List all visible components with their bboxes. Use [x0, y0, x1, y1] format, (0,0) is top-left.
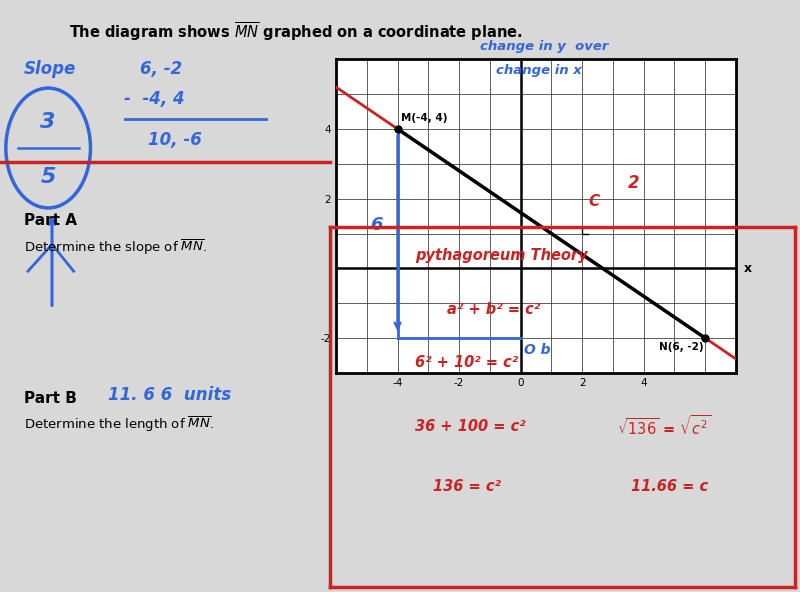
Text: 5: 5 [41, 167, 56, 186]
Text: Determine the length of $\overline{MN}$.: Determine the length of $\overline{MN}$. [24, 415, 214, 434]
Text: x: x [744, 262, 752, 275]
Text: The diagram shows $\overline{MN}$ graphed on a coordinate plane.: The diagram shows $\overline{MN}$ graphe… [69, 21, 523, 43]
Text: O b: O b [524, 343, 550, 357]
Text: -  -4, 4: - -4, 4 [124, 89, 185, 108]
Text: 11.66 = c: 11.66 = c [631, 479, 708, 494]
Text: Part A: Part A [24, 213, 77, 228]
Text: 6: 6 [370, 216, 382, 234]
Text: 2: 2 [628, 174, 640, 192]
Text: N(6, -2): N(6, -2) [659, 342, 704, 352]
Text: 136 = c²: 136 = c² [434, 479, 501, 494]
Text: 10, -6: 10, -6 [148, 131, 202, 149]
Text: a² + b² = c²: a² + b² = c² [447, 301, 540, 317]
Text: 3: 3 [41, 112, 56, 132]
Text: M(-4, 4): M(-4, 4) [401, 113, 447, 123]
Text: $\sqrt{136}$ = $\sqrt{c^2}$: $\sqrt{136}$ = $\sqrt{c^2}$ [618, 414, 712, 438]
Text: 6² + 10² = c²: 6² + 10² = c² [415, 355, 518, 370]
Text: Determine the slope of $\overline{MN}$.: Determine the slope of $\overline{MN}$. [24, 237, 207, 256]
Text: Part B: Part B [24, 391, 77, 406]
Text: C: C [588, 194, 599, 208]
Text: 11. 6 6  units: 11. 6 6 units [108, 385, 231, 404]
Text: pythagoreum Theory: pythagoreum Theory [415, 248, 587, 263]
Text: change in y  over: change in y over [480, 40, 608, 53]
Text: 6, -2: 6, -2 [140, 60, 182, 78]
Text: Slope: Slope [24, 60, 76, 78]
Text: change in x: change in x [496, 64, 582, 77]
Text: 36 + 100 = c²: 36 + 100 = c² [415, 419, 526, 434]
